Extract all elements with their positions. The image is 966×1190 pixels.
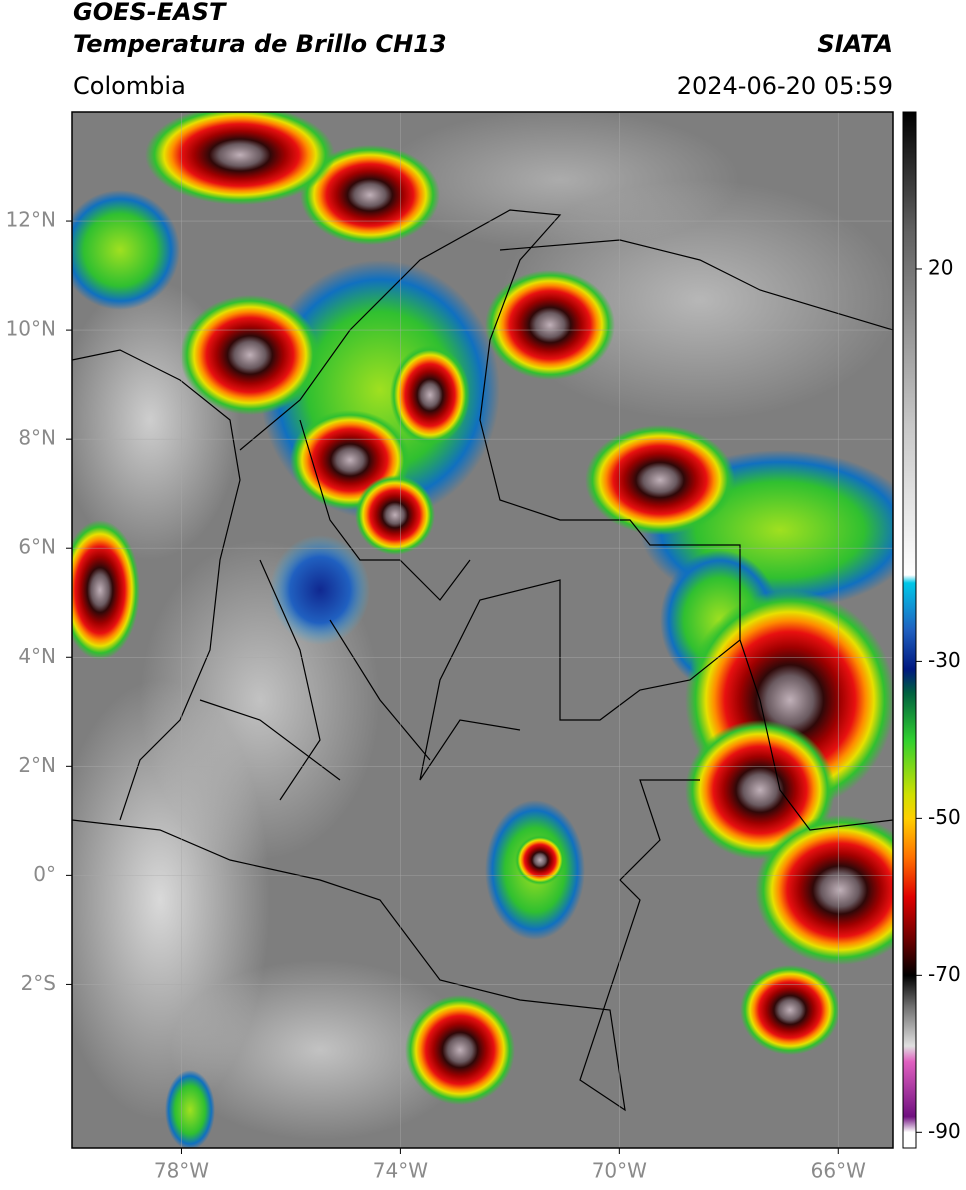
colorbar-tick-label: -50 [928,805,961,829]
datetime-label: 2024-06-20 05:59 [677,72,893,100]
y-tick-label: 12°N [6,208,56,232]
colorbar-tick-label: -70 [928,962,961,986]
y-tick-label: 10°N [6,317,56,341]
y-tick-label: 6°N [18,535,56,559]
y-tick-label: 2°N [18,753,56,777]
x-tick-label: 66°W [811,1159,866,1183]
x-tick-label: 78°W [154,1159,209,1183]
y-tick-label: 0° [33,862,56,886]
satellite-image [72,112,893,1148]
y-tick-label: 2°S [21,971,56,995]
colorbar [902,111,917,1149]
x-tick-label: 74°W [373,1159,428,1183]
y-tick-label: 8°N [18,426,56,450]
colorbar-tick-label: -30 [928,648,961,672]
satellite-title: GOES-EAST [73,0,227,26]
y-tick-label: 4°N [18,644,56,668]
region-label: Colombia [73,72,186,100]
colorbar-tick-label: 20 [928,255,953,279]
colorbar-tick-label: -90 [928,1119,961,1143]
product-title: Temperatura de Brillo CH13 [73,30,447,58]
graticule [72,112,893,1148]
x-tick-label: 70°W [592,1159,647,1183]
source-label: SIATA [817,30,893,58]
map-frame [71,111,894,1149]
